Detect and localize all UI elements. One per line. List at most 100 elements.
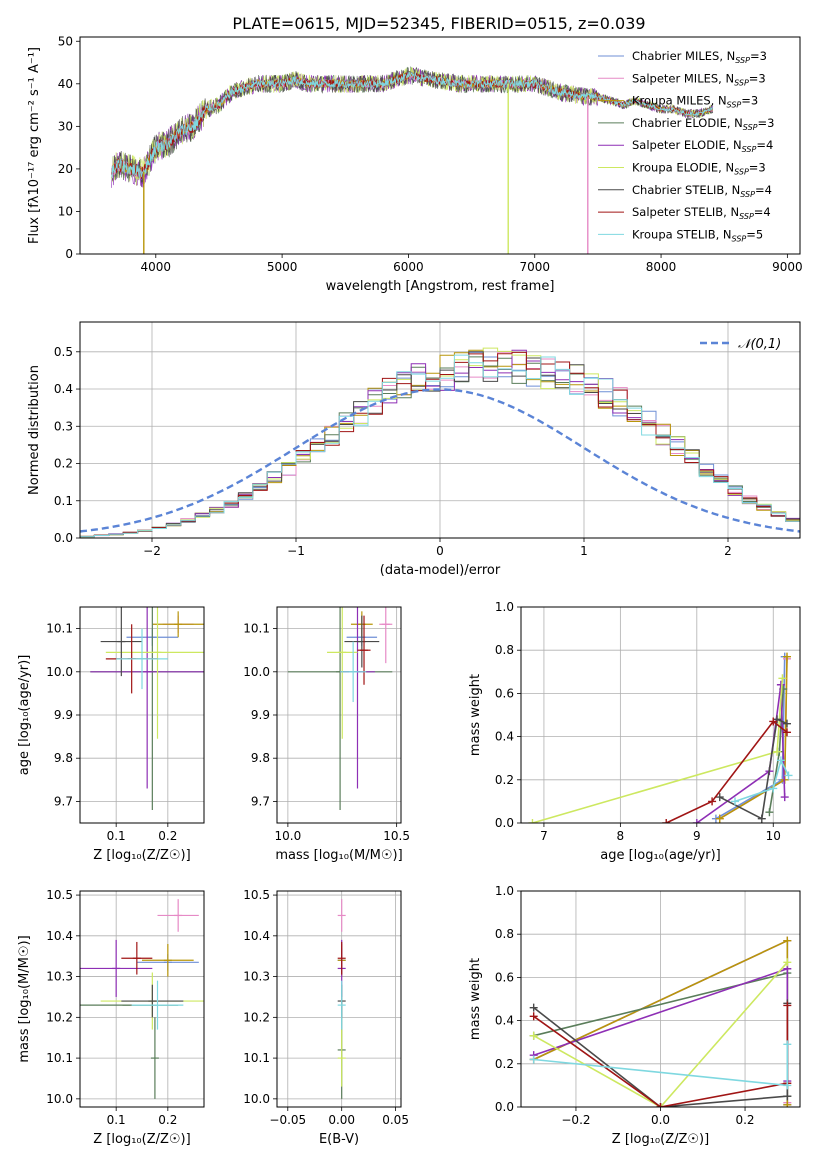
plot-area xyxy=(528,652,793,823)
plot-age-vs-mass: 10.0 10.5 9.7 9.8 9.9 10.0 10.1 mass [log₁₀(M/M… xyxy=(243,606,410,863)
x-axis-label: mass [log₁₀(M/M☉)] xyxy=(275,848,402,863)
x-tick-label: 1 xyxy=(580,544,588,558)
y-tick-label: 0.6 xyxy=(495,970,514,984)
y-tick-label: 0.5 xyxy=(54,345,73,359)
y-tick-label: 0.2 xyxy=(54,457,73,471)
x-tick-label: 9 xyxy=(693,829,701,843)
y-tick-label: 20 xyxy=(58,162,73,176)
x-axis-label: Z [log₁₀(Z/Z☉)] xyxy=(93,848,190,863)
y-tick-label: 0.3 xyxy=(54,419,73,433)
y-tick-label: 0.4 xyxy=(495,730,514,744)
y-tick-label: 0.0 xyxy=(495,1100,514,1114)
y-axis-label: mass [log₁₀(M/M☉)] xyxy=(17,935,32,1062)
weight-line xyxy=(734,758,790,803)
x-tick-label: 7 xyxy=(540,829,548,843)
y-tick-label: 9.8 xyxy=(54,751,73,765)
weight-marker xyxy=(776,756,785,765)
x-axis-label: wavelength [Angstrom, rest frame] xyxy=(326,279,555,294)
plot-area xyxy=(287,607,393,811)
weight-marker xyxy=(783,1092,792,1101)
weight-line xyxy=(533,961,788,1107)
weight-marker xyxy=(783,936,792,945)
weight-marker xyxy=(715,814,724,823)
weight-marker xyxy=(708,797,717,806)
legend-entry: 𝒩(0,1) xyxy=(738,337,781,352)
y-tick-label: 0.0 xyxy=(54,531,73,545)
x-axis-label: age [log₁₀(age/yr)] xyxy=(600,848,721,863)
weight-marker xyxy=(529,1003,538,1012)
weight-line xyxy=(665,720,788,823)
weight-marker xyxy=(783,652,792,661)
spectrum-line xyxy=(111,71,714,180)
y-tick-label: 0.2 xyxy=(495,1057,514,1071)
x-tick-label: 0.0 xyxy=(651,1113,670,1127)
x-axis-label: Z [log₁₀(Z/Z☉)] xyxy=(93,1132,190,1147)
y-tick-label: 10.1 xyxy=(243,1051,270,1065)
legend-entry: Chabrier STELIB, NSSP=4 xyxy=(632,183,772,199)
legend-entry: Chabrier MILES, NSSP=3 xyxy=(632,49,767,65)
y-tick-label: 1.0 xyxy=(495,600,514,614)
weight-marker xyxy=(783,719,792,728)
y-tick-label: 40 xyxy=(58,77,73,91)
weight-marker xyxy=(692,819,701,823)
plot-area xyxy=(529,936,792,1107)
y-tick-label: 30 xyxy=(58,119,73,133)
weight-marker xyxy=(529,1055,538,1064)
y-tick-label: 10.1 xyxy=(46,622,73,636)
spectrum-line xyxy=(111,67,714,188)
y-tick-label: 0.1 xyxy=(54,494,73,508)
axes-frame xyxy=(79,36,801,255)
y-tick-label: 1.0 xyxy=(495,884,514,898)
x-tick-label: 0.05 xyxy=(382,1113,409,1127)
y-tick-label: 10 xyxy=(58,204,73,218)
legend-entry: Kroupa MILES, NSSP=3 xyxy=(632,94,758,110)
x-tick-label: 0.2 xyxy=(158,1113,177,1127)
weight-marker xyxy=(778,674,787,683)
normal-curve xyxy=(80,388,800,533)
y-tick-label: 0.4 xyxy=(54,382,73,396)
axes-frame xyxy=(520,606,801,824)
plot-area xyxy=(90,607,204,811)
spectrum-line xyxy=(111,71,714,180)
x-tick-label: 10.0 xyxy=(275,829,302,843)
weight-marker xyxy=(784,771,793,780)
weight-marker xyxy=(773,747,782,756)
y-tick-label: 0.2 xyxy=(495,773,514,787)
y-tick-label: 10.5 xyxy=(243,888,270,902)
y-axis-label: age [log₁₀(age/yr)] xyxy=(17,655,32,776)
y-tick-label: 9.8 xyxy=(251,751,270,765)
plot-weight-vs-Z: −0.2 0.0 0.2 0.0 0.2 0.4 0.6 0.8 1.0 Z [log₁₀(Z/Z… xyxy=(468,884,801,1147)
legend-entry: Kroupa ELODIE, NSSP=3 xyxy=(632,161,766,177)
x-tick-label: 6000 xyxy=(393,260,424,274)
x-tick-label: 10 xyxy=(766,829,781,843)
x-tick-label: −2 xyxy=(143,544,161,558)
legend-entry: Salpeter ELODIE, NSSP=4 xyxy=(632,138,773,154)
weight-marker xyxy=(529,1012,538,1021)
weight-marker xyxy=(783,1001,792,1010)
weight-marker xyxy=(528,819,537,823)
y-tick-label: 10.0 xyxy=(243,665,270,679)
x-tick-label: 0 xyxy=(436,544,444,558)
x-tick-label: 0.2 xyxy=(158,829,177,843)
weight-marker xyxy=(783,1081,792,1090)
figure-title: PLATE=0615, MJD=52345, FIBERID=0515, z=0… xyxy=(232,14,645,33)
x-axis-label: Z [log₁₀(Z/Z☉)] xyxy=(612,1132,709,1147)
x-axis-label: (data-model)/error xyxy=(380,563,501,578)
weight-marker xyxy=(529,1031,538,1040)
plot-area xyxy=(80,899,204,1099)
weight-marker xyxy=(757,814,766,823)
y-tick-label: 10.1 xyxy=(46,1051,73,1065)
weight-marker xyxy=(662,819,671,823)
x-tick-label: 0.1 xyxy=(107,829,126,843)
y-tick-label: 0.0 xyxy=(495,816,514,830)
plot-area xyxy=(337,899,346,1099)
y-tick-label: 0.4 xyxy=(495,1014,514,1028)
y-tick-label: 10.0 xyxy=(46,1092,73,1106)
y-tick-label: 50 xyxy=(58,34,73,48)
y-tick-label: 0 xyxy=(65,247,73,261)
chart-layer: 4000 5000 6000 7000 8000 900001020304050wavel… xyxy=(17,34,803,1147)
y-tick-label: 9.7 xyxy=(251,794,270,808)
y-tick-label: 10.4 xyxy=(243,929,270,943)
y-tick-label: 10.3 xyxy=(46,970,73,984)
plot-area xyxy=(80,347,800,538)
